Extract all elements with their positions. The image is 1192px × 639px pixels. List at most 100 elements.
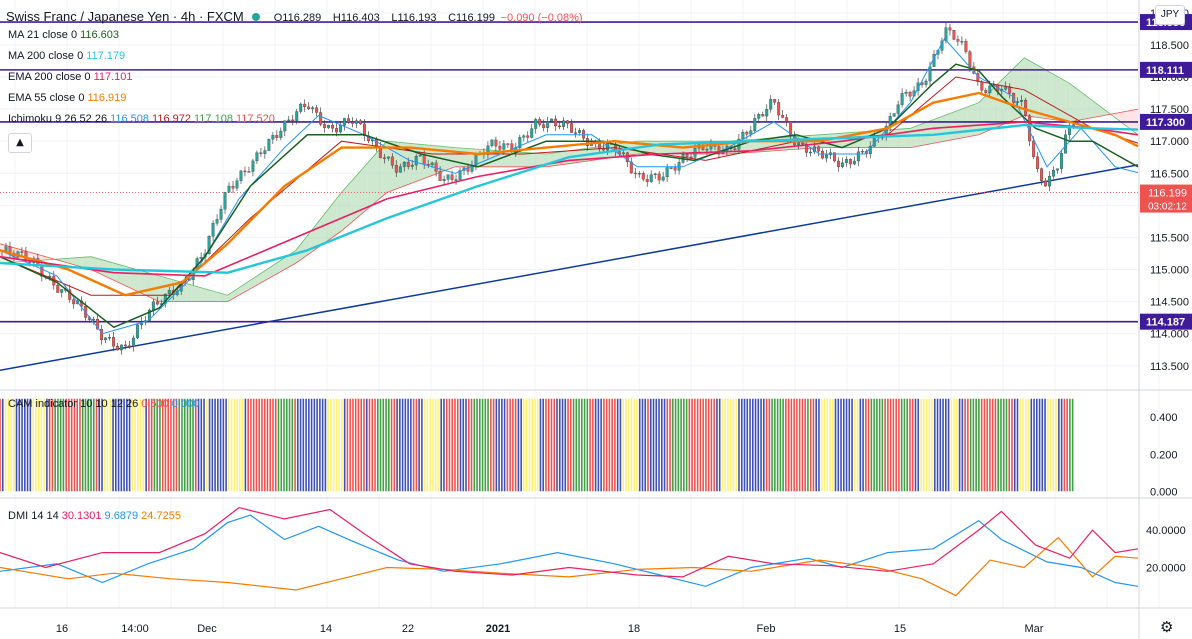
candle-body	[247, 171, 251, 173]
candle-body	[116, 346, 119, 351]
candle-body	[331, 125, 335, 129]
ichimoku-cloud-segment	[320, 212, 326, 246]
candle-body	[386, 156, 390, 159]
candle-body	[904, 91, 908, 94]
ichimoku-cloud-segment	[310, 225, 316, 253]
dmi-legend[interactable]: DMI 14 14 30.1301 9.6879 24.7255	[8, 510, 181, 522]
dmi-line	[0, 536, 1139, 597]
ichimoku-cloud-segment	[956, 108, 963, 139]
candle-body	[454, 179, 458, 181]
ichimoku-cloud-segment	[1112, 112, 1118, 120]
candle-body	[1032, 140, 1036, 157]
candle-body	[769, 99, 773, 110]
ichimoku-cloud-segment	[196, 286, 202, 302]
candle-body	[689, 156, 693, 158]
ichimoku-cloud-segment	[191, 284, 197, 302]
indicator-legend[interactable]: EMA 55 close 0 116.919	[8, 92, 126, 104]
candle-body	[422, 155, 426, 165]
legend-value: 116.972	[152, 113, 191, 125]
candle-body	[633, 172, 637, 175]
candle-body	[147, 309, 151, 321]
candle-body	[773, 99, 777, 103]
price-tick-label: 118.500	[1150, 40, 1189, 52]
candle-body	[307, 106, 311, 110]
symbol-title: Swiss Franc / Japanese Yen · 4h · FXCM	[6, 9, 244, 24]
candle-body	[362, 123, 366, 137]
candle-body	[438, 171, 442, 181]
ichimoku-cloud-segment	[331, 199, 337, 239]
legend-value: 117.520	[235, 113, 275, 125]
candle-body	[120, 344, 123, 351]
candle-body	[414, 155, 418, 166]
indicator-legend[interactable]: EMA 200 close 0 117.101	[8, 71, 133, 83]
candle-body	[68, 289, 72, 300]
price-tick-label: 117.500	[1150, 104, 1189, 116]
legend-value: 0.000	[171, 398, 200, 410]
ichimoku-cloud-segment	[1101, 107, 1107, 116]
price-tick-label: 113.500	[1150, 361, 1189, 373]
candle-body	[446, 174, 450, 180]
indicator-legend[interactable]: MA 21 close 0 116.603	[8, 29, 119, 41]
candle-body	[199, 257, 203, 259]
candle-body	[844, 159, 848, 163]
dmi-tick-label: 40.0000	[1146, 525, 1186, 537]
ohlc-open: O116.289	[273, 12, 322, 24]
indicator-legend[interactable]: MA 200 close 0 117.179	[8, 50, 125, 62]
candle-body	[430, 162, 434, 166]
candle-body	[96, 318, 100, 330]
candle-body	[227, 185, 231, 193]
currency-button[interactable]: JPY	[1155, 5, 1185, 25]
legend-label: Ichimoku 9 26 52 26	[8, 113, 108, 125]
moving-average-line	[0, 63, 1139, 329]
ichimoku-cloud-segment	[982, 93, 988, 133]
candle-body	[657, 173, 661, 181]
candle-body	[526, 135, 530, 138]
candle-body	[255, 152, 259, 162]
legend-label: EMA 55 close 0	[8, 92, 85, 104]
candle-body	[665, 167, 669, 178]
candle-body	[359, 120, 362, 125]
ichimoku-cloud-segment	[72, 257, 78, 266]
ichimoku-cloud-segment	[201, 287, 207, 302]
candle-body	[135, 324, 139, 339]
candle-body	[641, 173, 645, 180]
ichimoku-cloud-segment	[651, 141, 657, 154]
time-tick-label: 18	[628, 623, 640, 635]
price-tick-label: 114.000	[1150, 329, 1189, 341]
ichimoku-cloud-segment	[77, 257, 83, 268]
ichimoku-cloud-segment	[346, 180, 352, 227]
candle-body	[984, 90, 988, 93]
candle-body	[223, 192, 227, 210]
candle-body	[856, 151, 860, 162]
candle-body	[112, 337, 115, 347]
time-tick-label: 16	[56, 623, 68, 635]
price-tick-label: 117.000	[1150, 136, 1189, 148]
candle-body	[394, 165, 398, 173]
ichimoku-cloud-segment	[972, 103, 978, 136]
candle-body	[402, 161, 406, 167]
candle-body	[860, 150, 864, 153]
ichimoku-cloud-segment	[894, 129, 901, 148]
candle-body	[534, 119, 538, 129]
ichimoku-cloud-segment	[341, 186, 347, 231]
ichimoku-cloud-segment	[139, 270, 145, 295]
level-price-tag	[1140, 61, 1192, 78]
candle-body	[410, 164, 414, 167]
indicator-legend[interactable]: Ichimoku 9 26 52 26 116.508 116.972 117.108…	[8, 113, 275, 125]
ichimoku-cloud-segment	[1039, 66, 1045, 119]
candle-body	[1052, 170, 1055, 177]
ichimoku-cloud-segment	[408, 143, 414, 185]
candle-body	[235, 180, 239, 189]
legend-value: 117.101	[93, 71, 133, 83]
ichimoku-cloud-segment	[258, 271, 264, 285]
legend-value: 116.603	[80, 29, 120, 41]
cam-legend[interactable]: CAM indicator 10 10 12 26 0.500 0.000	[8, 398, 199, 410]
ichimoku-cloud-segment	[900, 128, 906, 148]
collapse-legend-button[interactable]: ▲	[8, 133, 32, 153]
candle-body	[506, 143, 510, 145]
ohlc-change: −0.090 (−0.08%)	[500, 12, 583, 24]
ichimoku-cloud-segment	[124, 266, 130, 288]
candle-body	[809, 151, 812, 154]
gear-icon[interactable]: ⚙	[1160, 618, 1174, 636]
